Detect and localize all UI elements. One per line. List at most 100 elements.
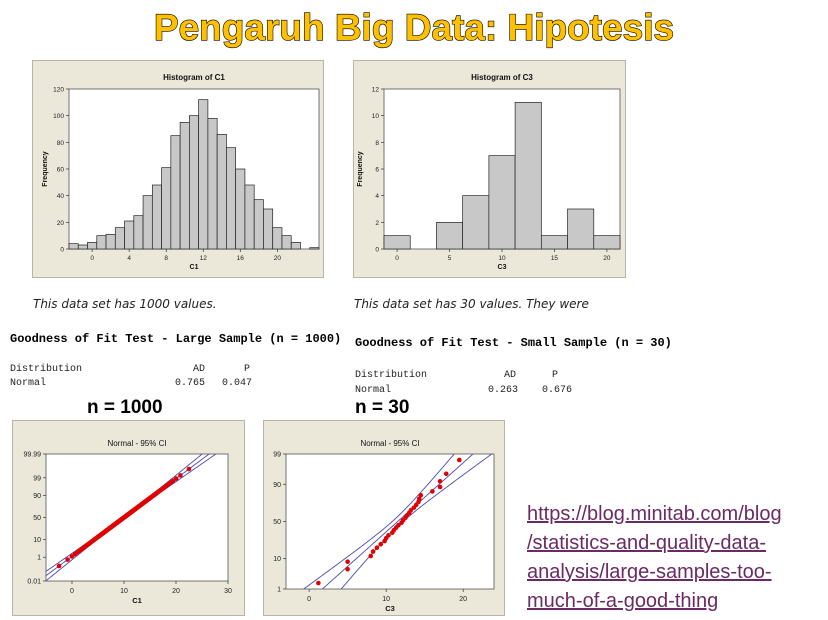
slide-title: Pengaruh Big Data: Hipotesis [153, 6, 674, 48]
table-header-distribution: Distribution [355, 370, 428, 381]
histogram-bar [226, 147, 237, 250]
histogram-bar [272, 227, 283, 250]
plot-lines [46, 454, 217, 581]
histogram-bar [87, 241, 98, 250]
histogram-bar [68, 243, 79, 250]
plot-area [45, 453, 229, 582]
histogram-bar [170, 135, 181, 250]
histogram-bar [244, 184, 255, 250]
y-tick-label: 20 [57, 220, 65, 227]
x-tick-label: 20 [603, 255, 611, 262]
data-point [316, 580, 321, 586]
gof-title-large: Goodness of Fit Test - Large Sample (n =… [10, 332, 342, 346]
data-point [416, 496, 422, 502]
histogram-bar [488, 155, 516, 250]
plot-area [285, 453, 495, 590]
histogram-bar [540, 235, 568, 250]
x-axis-label: C3 [385, 604, 395, 613]
y-tick-label: 50 [273, 519, 281, 526]
y-tick-label: 90 [33, 493, 41, 500]
y-tick-label: 40 [57, 193, 65, 200]
histogram-bar [207, 117, 218, 250]
y-tick-label: 4 [375, 193, 379, 200]
table-header-ad: AD [193, 364, 206, 375]
histogram-c3-panel: Histogram of C3 0 2 4 6 8 10 12 0 5 10 15 20 C3 Freque… [353, 60, 626, 278]
source-link-line[interactable]: /statistics-and-quality-data- [527, 532, 766, 554]
probplot-c1-panel: Normal - 95% CI 0.01 1 10 50 90 99 99.99 0 10 20 30… [12, 420, 245, 616]
histogram-c3: Histogram of C3 0 2 4 6 8 10 12 0 5 10 15 20 C3 Freque… [357, 73, 621, 271]
chart-title: Normal - 95% CI [107, 439, 166, 448]
y-axis-label: Frequency [42, 151, 49, 187]
histogram-bar [124, 220, 135, 250]
y-tick-label: 1 [37, 555, 41, 562]
x-axis-label: C1 [132, 596, 142, 605]
table-cell-ad: 0.765 [175, 378, 206, 389]
n-label-large: n = 1000 [87, 397, 163, 418]
x-tick-label: 0 [307, 596, 311, 603]
y-tick-label: 2 [375, 220, 379, 227]
y-tick-label: 100 [53, 113, 64, 120]
data-point [408, 508, 414, 513]
data-point [374, 545, 380, 551]
n-label-small: n = 30 [355, 397, 410, 418]
data-point [437, 484, 443, 490]
x-tick-label: 20 [274, 255, 282, 262]
histogram-bar [263, 208, 274, 250]
table-header-p: P [552, 370, 559, 381]
x-tick-label: 15 [551, 255, 559, 262]
chart-title: Histogram of C1 [163, 73, 225, 82]
y-tick-label: 0 [375, 247, 379, 254]
table-cell-p: 0.047 [222, 378, 253, 389]
histogram-bar [593, 235, 621, 250]
histogram-bar [309, 247, 320, 250]
source-link-line[interactable]: https://blog.minitab.com/blog [527, 503, 782, 525]
y-tick-label: 0 [60, 247, 64, 254]
y-tick-label: 99 [33, 475, 41, 482]
table-cell-ad: 0.263 [488, 385, 519, 396]
data-point [457, 457, 462, 463]
y-tick-label: 60 [57, 167, 65, 174]
x-tick-label: 0 [70, 588, 74, 595]
histogram-bar [105, 233, 116, 250]
histogram-bar [567, 208, 595, 250]
x-tick-label: 10 [382, 596, 390, 603]
histogram-bar [96, 235, 107, 250]
data-point [370, 549, 376, 554]
x-tick-label: 0 [90, 255, 94, 262]
data-point [443, 471, 449, 477]
histogram-bar [383, 235, 411, 250]
probplot-c3-panel: Normal - 95% CI 1 10 50 90 99 0 10 20 C3 [263, 420, 505, 616]
caption-c3: This data set has 30 values. They were [354, 297, 589, 311]
histogram-bar [290, 241, 301, 250]
x-axis-label: C3 [498, 264, 507, 271]
gof-title-small: Goodness of Fit Test - Small Sample (n =… [355, 336, 672, 350]
x-tick-label: 20 [459, 596, 467, 603]
histogram-bar [161, 167, 172, 250]
y-tick-label: 0.01 [27, 579, 41, 586]
x-tick-label: 0 [395, 255, 399, 262]
histogram-c1-panel: Histogram of C1 0 20 40 60 80 100 120 0 4 8 12 16 20 C… [32, 60, 324, 278]
histogram-bar [142, 195, 153, 250]
data-point [56, 563, 62, 569]
histogram-bar [253, 199, 264, 250]
data-point [178, 473, 183, 478]
data-point [386, 533, 391, 538]
plot-lines [302, 454, 493, 589]
source-link-line[interactable]: analysis/large-samples-too- [527, 561, 772, 583]
histogram-bar [198, 99, 209, 250]
y-tick-label: 10 [33, 537, 41, 544]
source-link-line[interactable]: much-of-a-good-thing [527, 590, 719, 612]
y-tick-label: 10 [273, 556, 281, 563]
data-point [378, 541, 384, 547]
data-point [430, 489, 435, 494]
y-tick-label: 12 [372, 87, 380, 94]
table-header-distribution: Distribution [10, 364, 83, 375]
data-point [65, 557, 70, 562]
data-point [345, 566, 350, 572]
histogram-bar [77, 244, 88, 250]
source-link[interactable]: https://blog.minitab.com/blog /statistic… [527, 500, 827, 616]
x-tick-label: 5 [448, 255, 452, 262]
table-header-p: P [244, 364, 251, 375]
histogram-bar [514, 101, 542, 250]
table-cell-distribution: Normal [10, 378, 47, 389]
